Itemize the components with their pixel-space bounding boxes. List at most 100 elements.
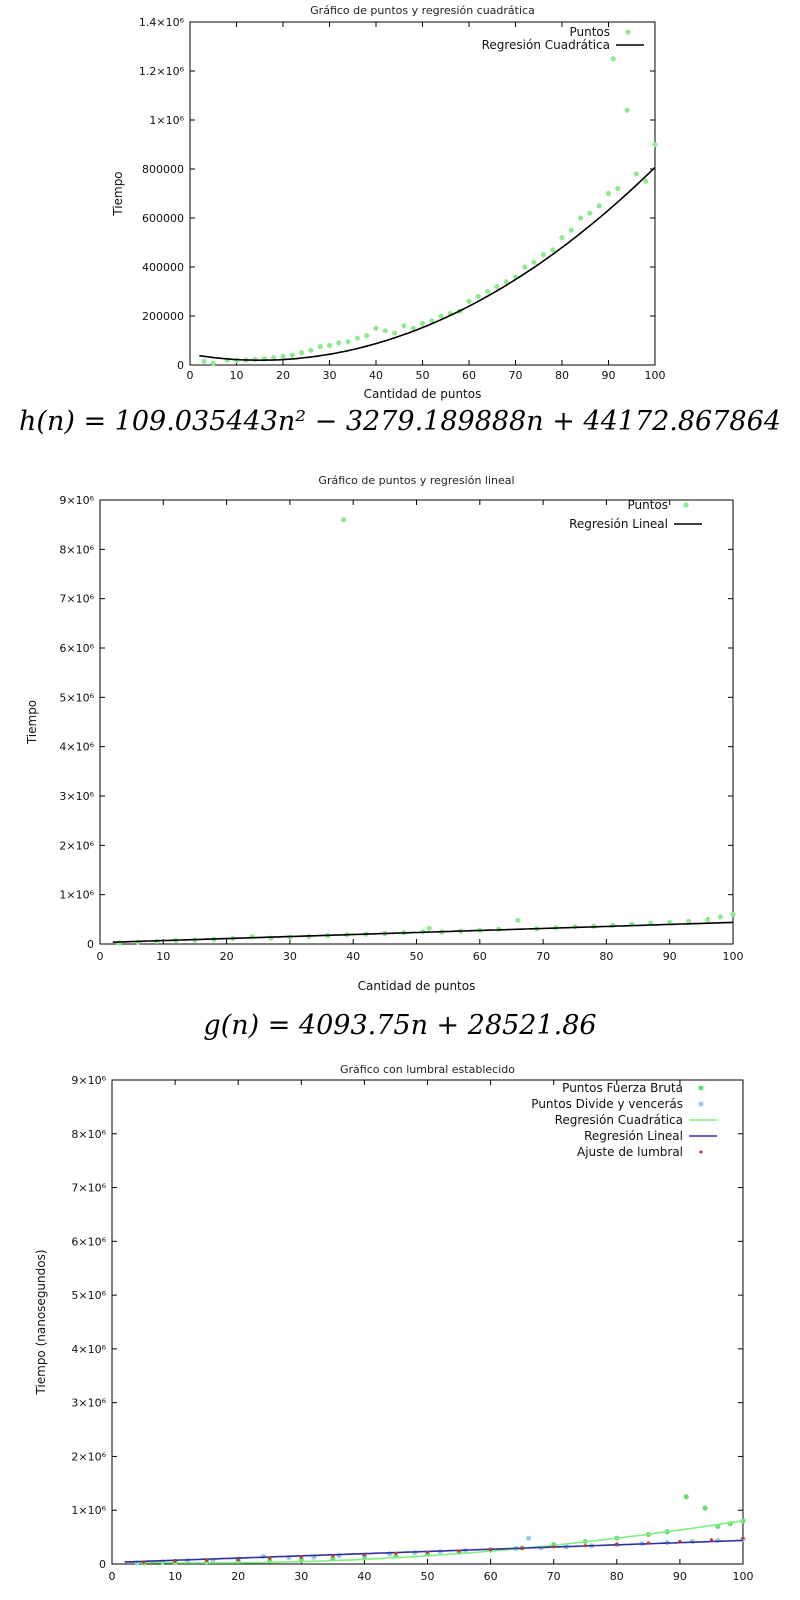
data-point [703,1505,708,1510]
y-tick-label: 1×10⁶ [71,1504,106,1517]
data-point [299,350,304,355]
y-tick-label: 0 [87,938,94,951]
data-point [205,1559,208,1562]
x-tick-label: 80 [610,1570,624,1583]
y-tick-label: 2×10⁶ [71,1450,106,1463]
y-tick-label: 5×10⁶ [59,691,94,704]
data-point [559,235,564,240]
chart-title: Gráfico de puntos y regresión lineal [318,474,514,487]
data-point [142,1561,145,1564]
plot-frame [100,500,733,944]
x-tick-label: 90 [663,950,677,963]
data-point [485,289,490,294]
chart-title: Gráfico con lumbral establecido [340,1065,515,1076]
data-point [336,340,341,345]
data-point [730,912,735,917]
series-regresi-n-cuadr-tica [125,1521,743,1563]
x-tick-label: 70 [547,1570,561,1583]
y-tick-label: 3×10⁶ [71,1397,106,1410]
data-point [521,1547,524,1550]
data-point [355,335,360,340]
data-point [392,331,397,336]
data-point [476,294,481,299]
x-tick-label: 100 [645,369,666,382]
data-point [532,260,537,265]
x-tick-label: 50 [421,1570,435,1583]
x-tick-label: 50 [416,369,430,382]
data-point [611,56,616,61]
y-tick-label: 200000 [142,310,184,323]
y-tick-label: 1×10⁶ [59,889,94,902]
legend-label: Regresión Lineal [569,517,668,531]
data-point [526,1536,531,1541]
data-point [439,313,444,318]
y-tick-label: 6×10⁶ [71,1235,106,1248]
series-regresi-n-lineal [113,922,733,942]
data-point [587,211,592,216]
x-tick-label: 0 [97,950,104,963]
y-tick-label: 7×10⁶ [71,1182,106,1195]
data-point [606,191,611,196]
data-point [710,1538,713,1541]
data-point [634,171,639,176]
y-axis-label: Tiempo (nanosegundos) [34,1249,48,1395]
data-point [515,918,520,923]
x-tick-label: 10 [230,369,244,382]
data-point [625,108,630,113]
x-axis-label: Cantidad de puntos [364,387,482,401]
data-point [268,935,273,940]
x-tick-label: 50 [410,950,424,963]
x-tick-label: 90 [673,1570,687,1583]
y-tick-label: 400000 [142,261,184,274]
data-point [308,348,313,353]
data-point [346,339,351,344]
data-point [615,1543,618,1546]
y-tick-label: 3×10⁶ [59,790,94,803]
quadratic-chart-svg: Gráfico de puntos y regresión cuadrática… [0,0,800,405]
data-point [597,203,602,208]
y-tick-label: 1.2×10⁶ [139,65,185,78]
data-point [290,353,295,358]
data-point [494,284,499,289]
regression-line [113,922,733,942]
data-point [578,215,583,220]
data-point [552,1545,555,1548]
data-point [364,333,369,338]
data-point [550,247,555,252]
data-point [615,186,620,191]
quadratic-equation: h(n) = 109.035443n² − 3279.189888n + 441… [0,406,800,437]
y-tick-label: 8×10⁶ [59,543,94,556]
legend-marker [683,502,688,507]
y-tick-label: 4×10⁶ [71,1343,106,1356]
data-point [647,1541,650,1544]
data-point [373,326,378,331]
data-point [237,1558,240,1561]
data-point [363,1553,366,1556]
data-point [268,1556,271,1559]
legend-label: Regresión Cuadrática [555,1113,683,1127]
data-point [705,917,710,922]
y-tick-label: 800000 [142,163,184,176]
data-point [341,517,346,522]
threshold-chart: Gráfico con lumbral establecido 0 10 20 30 40… [0,1065,800,1600]
y-axis-label: Tiempo [111,171,125,216]
x-tick-label: 80 [555,369,569,382]
x-tick-label: 0 [109,1570,116,1583]
data-point [643,179,648,184]
y-tick-label: 5×10⁶ [71,1289,106,1302]
legend-label: Regresión Lineal [584,1129,683,1143]
data-point [522,264,527,269]
regression-line [125,1541,743,1563]
x-tick-label: 0 [187,369,194,382]
threshold-chart-svg: Gráfico con lumbral establecido 0 10 20 30 40… [0,1065,800,1600]
data-point [401,323,406,328]
linear-chart-svg: Gráfico de puntos y regresión lineal0 10 2… [0,460,800,1005]
y-tick-label: 2×10⁶ [59,839,94,852]
data-point [678,1540,681,1543]
data-point [300,1555,303,1558]
x-tick-label: 100 [723,950,744,963]
data-point [211,360,216,365]
x-tick-label: 40 [357,1570,371,1583]
y-tick-label: 1×10⁶ [149,114,184,127]
x-tick-label: 30 [283,950,297,963]
